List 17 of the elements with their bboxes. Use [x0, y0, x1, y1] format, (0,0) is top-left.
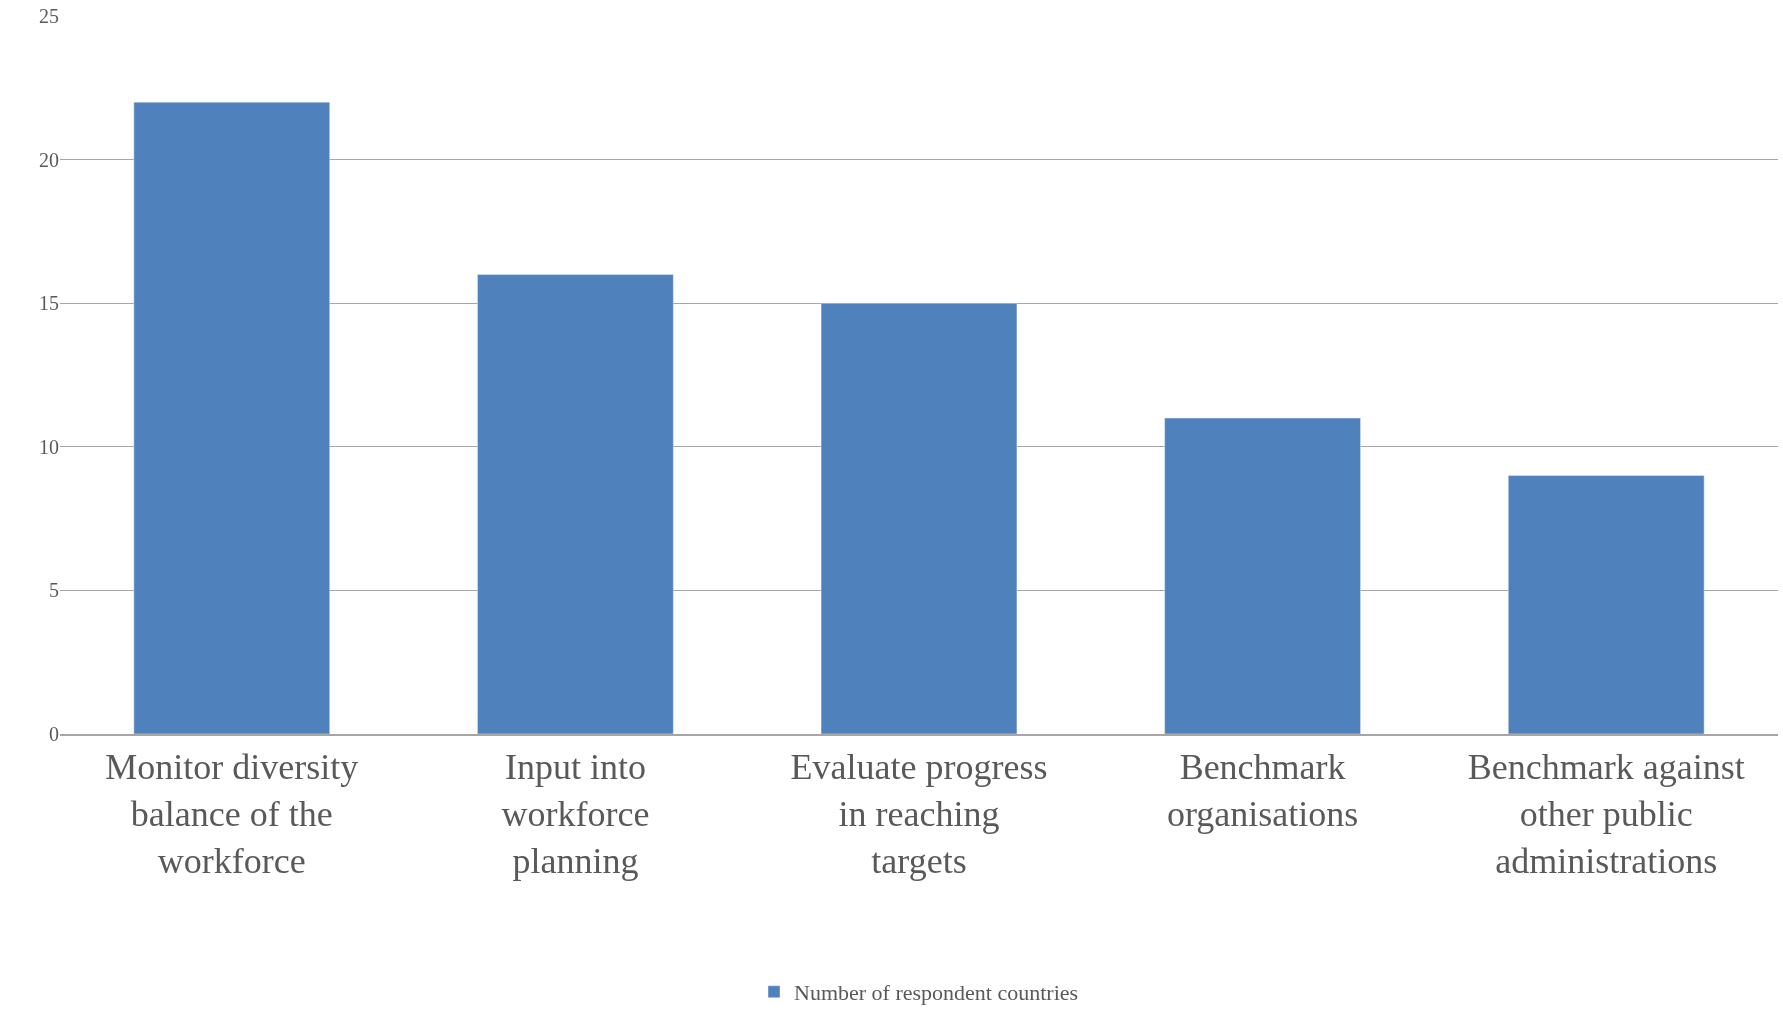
- y-tick-label: 20: [39, 148, 59, 171]
- y-tick-label: 10: [39, 435, 59, 458]
- x-tick-label: Benchmark against other public administrations: [1467, 746, 1745, 881]
- bar: [820, 302, 1018, 734]
- x-tick-label: Input into workforce planning: [501, 746, 650, 881]
- y-tick-label: 15: [39, 292, 59, 315]
- x-tick-label: Evaluate progress in reaching targets: [790, 746, 1048, 881]
- bar: [133, 101, 330, 734]
- bar: [477, 274, 674, 734]
- bar: [1164, 417, 1361, 734]
- x-tick-label: Monitor diversity balance of the workforce: [105, 746, 359, 881]
- legend-label: Number of respondent countries: [794, 980, 1079, 1006]
- y-tick-label: 5: [49, 579, 59, 602]
- y-tick-label: 25: [39, 5, 59, 27]
- bar: [1508, 475, 1705, 734]
- x-tick-label: Benchmark organisations: [1166, 746, 1359, 834]
- y-tick-label: 0: [49, 723, 59, 745]
